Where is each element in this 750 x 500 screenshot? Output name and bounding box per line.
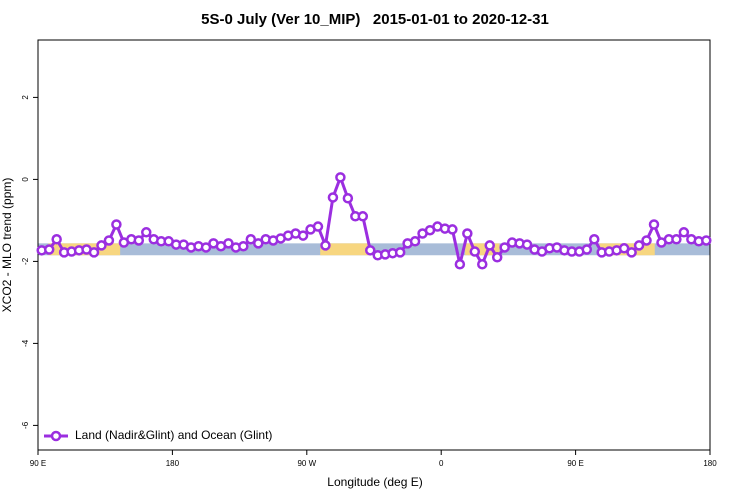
data-point xyxy=(133,235,145,246)
x-tick-label: 90 E xyxy=(30,459,46,468)
x-tick-label: 90 W xyxy=(297,459,316,468)
data-point xyxy=(223,238,234,249)
data-point xyxy=(141,227,152,238)
data-point xyxy=(394,247,406,258)
data-point xyxy=(342,193,354,204)
data-point xyxy=(648,219,660,230)
data-point xyxy=(626,247,637,258)
data-point xyxy=(499,242,510,253)
legend-label: Land (Nadir&Glint) and Ocean (Glint) xyxy=(75,428,272,442)
y-tick-label: 0 xyxy=(21,177,30,182)
data-point xyxy=(469,246,481,257)
data-point xyxy=(491,252,503,263)
data-point xyxy=(245,234,257,245)
data-point xyxy=(103,235,115,246)
data-point xyxy=(88,247,100,258)
data-point xyxy=(589,234,600,245)
x-tick-label: 0 xyxy=(439,459,444,468)
data-point xyxy=(327,192,339,203)
data-point xyxy=(521,239,533,250)
y-tick-label: -2 xyxy=(21,257,30,265)
data-point xyxy=(409,236,421,247)
data-point xyxy=(454,259,466,270)
data-point xyxy=(477,259,488,270)
data-point xyxy=(618,243,630,254)
data-point xyxy=(238,240,249,252)
data-point xyxy=(312,221,324,232)
data-point xyxy=(297,230,309,241)
data-point xyxy=(96,240,107,251)
data-point xyxy=(641,235,652,246)
data-point xyxy=(335,172,346,183)
data-point xyxy=(678,227,690,238)
y-tick-label: 2 xyxy=(21,95,30,100)
data-point xyxy=(43,244,55,255)
data-point xyxy=(484,240,495,251)
data-point xyxy=(320,240,331,251)
data-point xyxy=(633,240,645,251)
data-point xyxy=(357,211,369,222)
data-point xyxy=(200,242,212,253)
data-point xyxy=(701,235,712,246)
legend-marker xyxy=(50,430,62,442)
band xyxy=(465,243,500,256)
y-tick-label: -6 xyxy=(21,421,30,429)
y-axis-label: XCO2 - MLO trend (ppm) xyxy=(0,178,14,313)
data-point xyxy=(581,244,593,255)
x-axis-label: Longitude (deg E) xyxy=(327,475,422,489)
data-point xyxy=(51,234,62,245)
plot-frame xyxy=(37,39,711,451)
chart-title: 5S-0 July (Ver 10_MIP) 2015-01-01 to 202… xyxy=(201,11,549,28)
band xyxy=(320,243,370,256)
y-tick-label: -4 xyxy=(21,339,30,347)
data-point xyxy=(462,228,473,239)
x-tick-label: 180 xyxy=(166,459,180,468)
data-point xyxy=(111,219,122,230)
x-tick-label: 90 E xyxy=(567,459,583,468)
data-point xyxy=(253,238,264,249)
data-point xyxy=(447,224,458,235)
x-tick-label: 180 xyxy=(703,459,717,468)
data-point xyxy=(365,245,376,256)
data-point xyxy=(671,234,682,245)
